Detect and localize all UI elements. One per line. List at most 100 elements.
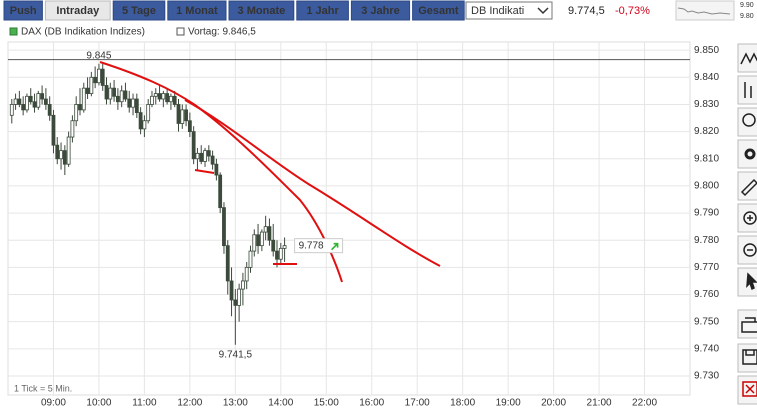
candle-body	[195, 152, 200, 160]
candle-body	[28, 95, 33, 103]
candle-body	[9, 104, 14, 116]
candle-body	[180, 109, 185, 124]
candle-body	[74, 104, 79, 122]
candle-body	[108, 87, 113, 100]
x-tick-label: 20:00	[541, 398, 566, 406]
tab-label: 1 Jahr	[306, 5, 339, 17]
candle-body	[100, 68, 105, 86]
mini-label: 9.90	[740, 2, 754, 9]
tool-button[interactable]	[737, 75, 757, 105]
candle-body	[256, 234, 260, 247]
candle-body	[153, 93, 158, 97]
candle-body	[184, 109, 188, 122]
candle-body	[115, 95, 120, 103]
tab-button[interactable]	[167, 0, 227, 21]
candle-body	[161, 93, 166, 100]
high-label: 9.845	[86, 50, 111, 61]
candle-body	[62, 150, 67, 165]
tab-bar: Push Intraday 5 Tage 1 Monat 3 Monate 1 Jahr 3…	[3, 0, 465, 21]
icon	[744, 148, 756, 160]
candle-body	[237, 288, 242, 306]
tab-label: Intraday	[56, 5, 100, 17]
mini-chart[interactable]	[675, 0, 735, 21]
tool-button[interactable]	[737, 343, 757, 373]
select-arrow	[537, 7, 549, 15]
y-tick-label: 9.790	[694, 208, 719, 219]
candle-body	[55, 144, 60, 160]
candle-body	[134, 98, 139, 114]
x-tick-label: 14:00	[268, 398, 293, 406]
x-tick-label: 19:00	[496, 398, 521, 406]
candle-body	[203, 150, 207, 162]
legend-swatch	[9, 27, 18, 36]
instrument-select[interactable]	[465, 1, 553, 20]
last-price-box	[294, 238, 344, 254]
candle-body	[131, 98, 135, 108]
x-tick-label: 16:00	[359, 398, 384, 406]
tab-label: 3 Monate	[238, 5, 286, 17]
grid: 9.730 9.740 9.750 9.760 9.770 9.780 9.790 9.800…	[8, 42, 719, 409]
candle-body	[104, 85, 109, 100]
candle-body	[59, 150, 63, 160]
icon	[747, 215, 753, 221]
tab-label: 5 Tage	[122, 5, 156, 17]
tab-button[interactable]	[412, 0, 465, 21]
icon	[743, 243, 757, 257]
candle-body	[25, 95, 29, 111]
tab-label: Push	[10, 5, 37, 17]
y-tick-label: 9.850	[694, 45, 719, 56]
candle-body	[138, 112, 143, 130]
tab-button[interactable]	[3, 0, 43, 21]
icon	[740, 178, 757, 197]
change: -0,73%	[615, 5, 650, 17]
candle-body	[176, 104, 181, 124]
tab-button[interactable]	[350, 0, 411, 21]
trend-line	[184, 99, 441, 267]
icon	[746, 272, 757, 291]
tab-button[interactable]	[296, 0, 349, 21]
y-tick-label: 9.780	[694, 235, 719, 246]
candle-body	[43, 98, 48, 105]
candle-body	[229, 280, 234, 301]
tool-button[interactable]	[737, 375, 757, 405]
candle-body	[13, 98, 18, 105]
y-tick-label: 9.730	[694, 371, 719, 382]
y-tick-label: 9.810	[694, 153, 719, 164]
y-tick-label: 9.760	[694, 289, 719, 300]
candle-body	[142, 120, 147, 130]
plot-area	[7, 41, 691, 396]
legend-swatch	[176, 27, 185, 36]
y-tick-label: 9.750	[694, 316, 719, 327]
icon	[741, 317, 757, 333]
candle-body	[271, 239, 276, 252]
icon	[743, 211, 757, 225]
candle-body	[222, 207, 226, 247]
last-price-arrow	[331, 242, 339, 251]
tab-label: 1 Monat	[176, 5, 218, 17]
candle-body	[191, 131, 196, 160]
icon	[744, 82, 752, 98]
y-tick-label: 9.800	[694, 181, 719, 192]
x-tick-label: 11:00	[132, 398, 157, 406]
candle-body	[248, 250, 253, 268]
tab-label: Gesamt	[418, 5, 459, 17]
mini-chart-line	[677, 7, 731, 15]
tab-button[interactable]	[228, 0, 295, 21]
candle-body	[97, 68, 101, 84]
candle-body	[32, 101, 37, 108]
candle-body	[81, 87, 86, 111]
candle-body	[172, 95, 177, 105]
icon	[742, 113, 756, 127]
candle-body	[85, 87, 90, 94]
candle-body	[267, 226, 272, 241]
tab-button[interactable]	[112, 0, 166, 21]
x-tick-label: 22:00	[632, 398, 657, 406]
candle-body	[66, 136, 71, 165]
tool-button[interactable]	[737, 309, 757, 339]
candle-body	[169, 95, 173, 103]
tab-button[interactable]	[44, 0, 111, 21]
icon	[742, 349, 757, 365]
trend-line	[99, 61, 343, 283]
x-tick-label: 10:00	[86, 398, 111, 406]
